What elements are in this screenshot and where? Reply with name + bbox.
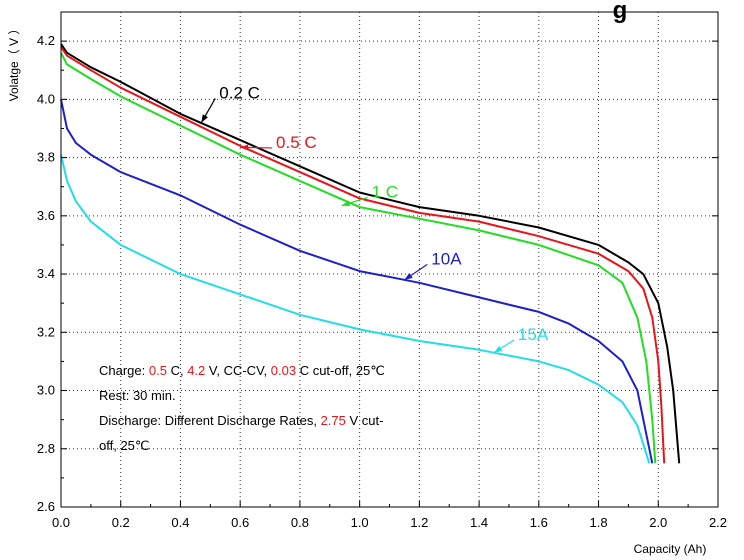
x-tick-label: 1.0 — [351, 515, 369, 530]
series-label: 10A — [431, 249, 462, 268]
x-tick-label: 0.6 — [231, 515, 249, 530]
series-line — [60, 99, 654, 464]
series-line — [60, 46, 666, 464]
series-label-arrowhead — [404, 272, 413, 280]
note-line: off, 25℃ — [99, 438, 150, 453]
x-tick-label: 1.6 — [530, 515, 548, 530]
series-line — [60, 43, 681, 464]
note-line: Discharge: Different Discharge Rates, 2.… — [99, 413, 383, 428]
series-label-arrowhead — [494, 345, 503, 353]
x-tick-label: 0.2 — [112, 515, 130, 530]
grid-layer — [61, 12, 718, 507]
y-tick-label: 3.8 — [37, 150, 55, 165]
note-line: Charge: 0.5 C, 4.2 V, CC-CV, 0.03 C cut-… — [99, 363, 385, 378]
x-tick-label: 1.2 — [410, 515, 428, 530]
x-tick-label: 0.0 — [52, 515, 70, 530]
x-tick-label: 2.2 — [709, 515, 727, 530]
y-tick-label: 4.0 — [37, 91, 55, 106]
y-tick-label: 4.2 — [37, 33, 55, 48]
series-label-arrowhead — [240, 144, 249, 151]
y-tick-label: 3.4 — [37, 266, 55, 281]
note-segment: off, 25℃ — [99, 438, 150, 453]
x-tick-label: 0.8 — [291, 515, 309, 530]
note-highlight: 0.5 — [149, 363, 167, 378]
note-segment: C cut-off, 25℃ — [296, 363, 385, 378]
series-label: 0.2 C — [219, 83, 260, 102]
series-layer — [60, 43, 681, 464]
x-tick-label: 1.8 — [590, 515, 608, 530]
series-line — [60, 154, 651, 464]
series-label: 15A — [518, 325, 549, 344]
chart-title: g — [613, 0, 628, 24]
y-tick-label: 3.2 — [37, 324, 55, 339]
note-segment: Discharge: Different Discharge Rates, — [99, 413, 321, 428]
series-line — [60, 52, 657, 464]
y-tick-label: 2.8 — [37, 441, 55, 456]
y-tick-label: 3.6 — [37, 208, 55, 223]
note-layer: Charge: 0.5 C, 4.2 V, CC-CV, 0.03 C cut-… — [99, 363, 385, 453]
x-tick-label: 0.4 — [171, 515, 189, 530]
x-axis-label: Capacity (Ah) — [634, 542, 707, 556]
note-segment: Rest: 30 min. — [99, 388, 176, 403]
y-tick-label: 3.0 — [37, 383, 55, 398]
x-tick-label: 2.0 — [649, 515, 667, 530]
note-segment: Charge: — [99, 363, 149, 378]
series-label-arrowhead — [201, 114, 208, 123]
note-highlight: 0.03 — [271, 363, 296, 378]
note-highlight: 4.2 — [187, 363, 205, 378]
y-tick-label: 2.6 — [37, 499, 55, 514]
note-highlight: 2.75 — [321, 413, 346, 428]
series-label-arrowhead — [341, 200, 351, 207]
note-segment: C, — [167, 363, 187, 378]
x-tick-label: 1.4 — [470, 515, 488, 530]
note-segment: V cut- — [346, 413, 384, 428]
series-label: 0.5 C — [276, 133, 317, 152]
note-line: Rest: 30 min. — [99, 388, 176, 403]
label-layer: 0.2 C 0.5 C 1 C 10A 15A — [200, 83, 549, 354]
note-segment: V, CC-CV, — [205, 363, 271, 378]
y-axis-label: Volatge（ V ） — [7, 23, 21, 102]
axes-layer: 0.0 0.2 0.4 0.6 0.8 1.0 1.2 1.4 1.6 1.8 2.0 2.2 2.6 2… — [7, 0, 727, 556]
series-label: 1 C — [372, 182, 398, 201]
